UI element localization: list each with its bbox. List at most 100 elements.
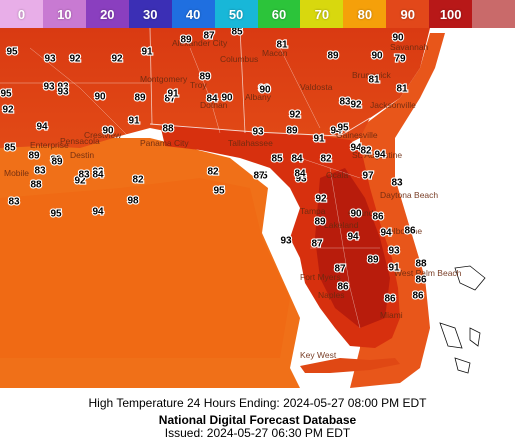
city-label: Lakeland: [324, 220, 359, 230]
temperature-value: 87: [253, 171, 265, 182]
temperature-value: 86: [415, 275, 427, 286]
city-label: Troy: [190, 80, 207, 90]
city-label: Key West: [300, 350, 337, 360]
map-canvas: Alexander City Columbus Macon MontgomeryTro…: [0, 28, 515, 388]
legend-cell: 80: [343, 0, 387, 28]
city-label: Columbus: [220, 54, 258, 64]
city-label: Brunswick: [352, 70, 391, 80]
temperature-value: 94: [347, 232, 359, 243]
temperature-value: 89: [134, 93, 146, 104]
temperature-value: 93: [43, 82, 55, 93]
temperature-value: 89: [286, 126, 298, 137]
temperature-value: 85: [271, 154, 283, 165]
temperature-value: 98: [127, 196, 139, 207]
legend-label: 90: [400, 6, 415, 22]
temperature-value: 84: [294, 169, 306, 180]
temperature-value: 79: [394, 54, 406, 65]
city-label: Naples: [318, 290, 344, 300]
temperature-value: 95: [213, 186, 225, 197]
legend-cell: 60: [257, 0, 301, 28]
temperature-value: 92: [74, 176, 86, 187]
legend-cell: [472, 0, 515, 28]
city-label: Jacksonville: [370, 100, 416, 110]
gulf-inner-waters: [0, 178, 290, 358]
city-label: Tampa: [300, 206, 326, 216]
city-label: Daytona Beach: [380, 190, 438, 200]
temperature-value: 82: [360, 146, 372, 157]
temperature-value: 81: [368, 75, 380, 86]
legend-label: 30: [142, 6, 158, 22]
temperature-value: 84: [291, 154, 303, 165]
temperature-value: 87: [334, 264, 346, 275]
legend-cell: 30: [128, 0, 172, 28]
temperature-value: 90: [102, 126, 114, 137]
temperature-value: 84: [206, 94, 218, 105]
temperature-value: 95: [0, 89, 12, 100]
bahamas-island: [454, 357, 471, 374]
temperature-value: 85: [4, 143, 16, 154]
state-border: [239, 28, 246, 134]
city-label: Melbourne: [382, 226, 422, 236]
city-label: Savannah: [390, 42, 429, 52]
temperature-value: 95: [6, 47, 18, 58]
city-label: Dothan: [200, 100, 228, 110]
temperature-value: 90: [350, 209, 362, 220]
temperature-value: 94: [330, 126, 342, 137]
temperature-value: 86: [372, 212, 384, 223]
temperature-value: 89: [314, 217, 326, 228]
temperature-value: 89: [367, 255, 379, 266]
temperature-value: 83: [391, 178, 403, 189]
temperature-value: 82: [207, 167, 219, 178]
temperature-value: 90: [259, 85, 271, 96]
temperature-value: 93: [258, 84, 270, 95]
temperature-value: 94: [350, 143, 362, 154]
temperature-value: 88: [162, 124, 174, 135]
temperature-value: 89: [28, 151, 40, 162]
legend-label: 60: [271, 6, 287, 22]
city-labels: Alexander City Columbus Macon MontgomeryTro…: [4, 38, 462, 360]
bahamas-island: [439, 322, 463, 349]
temperature-value: 93: [57, 87, 69, 98]
temperature-value: 82: [50, 155, 62, 166]
city-label: Panama City: [140, 138, 189, 148]
legend-cell: 20: [85, 0, 129, 28]
legend-label: 70: [314, 6, 330, 22]
database-name: National Digital Forecast Database: [158, 413, 357, 427]
temperature-value: 89: [199, 72, 211, 83]
city-label: Crestview: [84, 130, 122, 140]
temperature-value: 87: [203, 31, 215, 42]
legend-cell: 50: [214, 0, 258, 28]
legend-label: 100: [439, 6, 462, 22]
temperature-value: 91: [141, 47, 153, 58]
temperature-value: 82: [320, 154, 332, 165]
temperature-value: 95: [50, 209, 62, 220]
temperature-value: 94: [374, 150, 386, 161]
temperature-value: 85: [256, 171, 268, 182]
city-label: Orlando: [348, 208, 379, 218]
temperature-value: 88: [415, 259, 427, 270]
city-label: West Palm Beach: [394, 268, 462, 278]
road-line: [279, 47, 321, 129]
road-line: [29, 47, 131, 139]
temperature-value: 92: [2, 105, 14, 116]
temperature-value: 87: [164, 94, 176, 105]
temperature-value: 88: [30, 180, 42, 191]
legend-cell: 90: [386, 0, 430, 28]
temperature-value: 93: [92, 167, 104, 178]
legend-cell: 0: [0, 0, 43, 28]
temperature-value: 91: [388, 263, 400, 274]
temperature-value: 89: [327, 51, 339, 62]
temperature-value: 92: [289, 110, 301, 121]
legend-label: 50: [228, 6, 244, 22]
city-label: Mobile: [4, 168, 29, 178]
temperature-value: 91: [128, 116, 140, 127]
temperature-value: 94: [36, 122, 48, 133]
map-footer: High Temperature 24 Hours Ending: 2024-0…: [0, 388, 515, 446]
temperature-value: 93: [388, 246, 400, 257]
temperature-value: 92: [350, 100, 362, 111]
road-line: [189, 47, 221, 134]
road-line: [329, 167, 361, 329]
temperature-value: 86: [337, 282, 349, 293]
temperature-value: 92: [69, 54, 81, 65]
